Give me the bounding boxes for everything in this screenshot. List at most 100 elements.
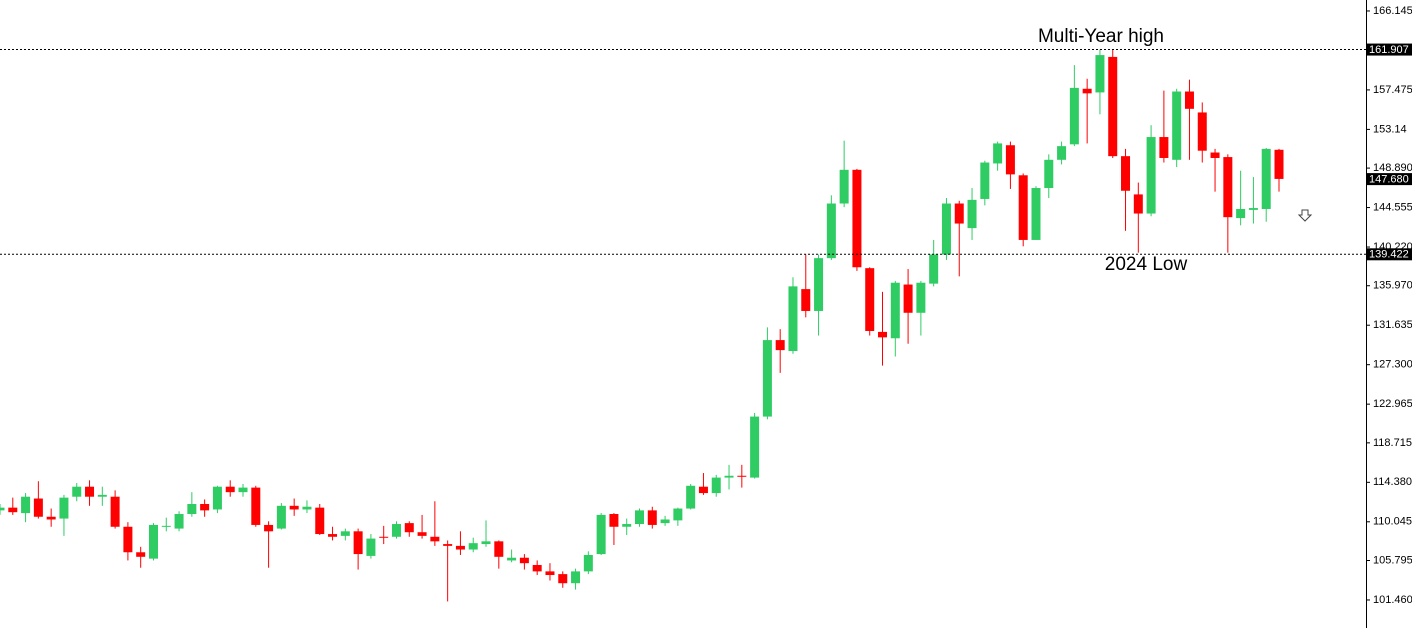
candle-body — [647, 510, 657, 525]
candle-body — [1248, 208, 1258, 210]
candle-body — [941, 203, 951, 255]
candle-body — [110, 496, 120, 527]
candle-body — [328, 534, 338, 537]
candle-body — [481, 541, 491, 545]
candle-body — [200, 503, 210, 511]
candle-body — [954, 203, 964, 224]
candle-body — [993, 143, 1003, 164]
level-label: 147.680 — [1369, 174, 1409, 186]
annotation: 2024 Low — [1105, 254, 1188, 275]
candle-body — [443, 544, 453, 546]
candle-body — [1031, 188, 1041, 240]
candle-body — [187, 503, 197, 515]
y-tick-label: 153.14 — [1373, 123, 1407, 135]
candle-body — [737, 475, 747, 477]
candle-body — [430, 536, 440, 542]
candle-body — [289, 505, 299, 510]
down-arrow-icon — [1297, 209, 1313, 222]
candle-body — [635, 510, 644, 525]
candle-body — [571, 571, 581, 584]
candle-body — [762, 340, 772, 417]
candle-body — [1121, 156, 1131, 191]
candle-body — [1018, 175, 1028, 240]
candle-body — [865, 268, 875, 331]
candle-body — [379, 536, 389, 538]
candle-body — [980, 162, 990, 199]
candle-body — [711, 477, 721, 494]
y-tick-label: 135.970 — [1373, 280, 1412, 292]
candle-body — [1069, 87, 1079, 145]
candle-body — [967, 199, 977, 229]
candle-body — [532, 565, 542, 572]
candle-body — [1274, 149, 1284, 179]
candle-body — [251, 487, 261, 525]
candle-body — [878, 331, 888, 338]
plot — [0, 49, 1284, 602]
candle-body — [788, 286, 798, 352]
candle-body — [494, 541, 504, 557]
candle-body — [826, 203, 836, 259]
candle-body — [33, 498, 43, 517]
candle-body — [507, 557, 517, 561]
candle-body — [148, 524, 158, 559]
candle-body — [1044, 159, 1054, 189]
level-label-box — [1367, 43, 1412, 56]
y-tick-label: 131.635 — [1373, 319, 1412, 331]
candle-body — [391, 524, 401, 537]
y-tick-label: 110.045 — [1373, 516, 1412, 528]
level-label: 161.907 — [1369, 44, 1409, 56]
candle-body — [724, 475, 734, 478]
candle-body — [622, 524, 632, 527]
candle-body — [85, 486, 95, 497]
candle-body — [801, 289, 811, 311]
candle-body — [1184, 91, 1194, 109]
candle-body — [596, 514, 606, 555]
candle-body — [660, 519, 670, 524]
candle-body — [1146, 137, 1156, 214]
candle-body — [1159, 137, 1169, 158]
candle-body — [673, 508, 683, 521]
candle-body — [1172, 91, 1182, 160]
candle-body — [264, 524, 274, 532]
candle-body — [1223, 157, 1233, 218]
y-tick-label: 118.715 — [1373, 437, 1412, 449]
candle-body — [212, 486, 222, 510]
candle-body — [1082, 88, 1092, 94]
candle-body — [609, 514, 619, 527]
candle-body — [903, 284, 913, 313]
y-tick-label: 101.460 — [1373, 594, 1412, 606]
candle-body — [404, 523, 414, 533]
candle-body — [839, 169, 849, 204]
candle-body — [775, 340, 785, 351]
candle-body — [72, 486, 82, 497]
candle-body — [1108, 56, 1118, 157]
candle-body — [302, 506, 312, 510]
candle-body — [698, 486, 708, 494]
candle-body — [545, 571, 555, 576]
candle-body — [468, 543, 478, 550]
candle-body — [558, 574, 568, 584]
level-label-box — [1367, 248, 1412, 261]
candle-body — [174, 514, 184, 529]
candle-body — [583, 554, 593, 572]
y-tick-label: 166.145 — [1373, 5, 1412, 17]
candle-body — [929, 254, 939, 284]
candle-body — [852, 169, 862, 268]
level-label-box — [1367, 173, 1412, 186]
candle-body — [1095, 55, 1105, 93]
candle-body — [1133, 194, 1143, 214]
candle-body — [315, 507, 325, 535]
candle-body — [916, 282, 926, 313]
annotation: Multi-Year high — [1038, 26, 1164, 47]
candle-body — [1236, 208, 1246, 219]
level-label: 139.422 — [1369, 249, 1409, 261]
y-tick-label: 122.965 — [1373, 398, 1412, 410]
y-tick-label: 114.380 — [1373, 476, 1412, 488]
candle-body — [276, 505, 286, 529]
candle-body — [123, 526, 133, 553]
candle-body — [686, 485, 696, 509]
candle-body — [46, 516, 56, 520]
candle-body — [814, 258, 824, 311]
candle-body — [366, 538, 376, 556]
